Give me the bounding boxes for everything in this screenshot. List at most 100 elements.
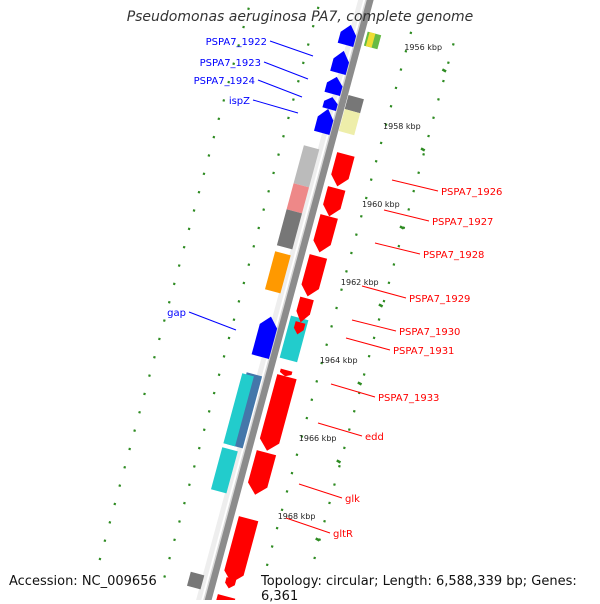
gene-label-glk-leader — [298, 483, 343, 499]
outer-right-guide-track — [113, 502, 117, 506]
gene-label-pspa7_1929[interactable]: PSPA7_1929 — [409, 294, 470, 305]
inner-left-guide-track — [404, 49, 408, 53]
outer-left-guide-track — [333, 483, 336, 486]
outer-left-guide-track — [382, 299, 386, 303]
outer-right-guide-track — [167, 300, 171, 304]
scale-tick — [336, 459, 342, 464]
outer-left-guide-track — [427, 134, 430, 138]
gene-arrow-reverse — [215, 594, 236, 604]
gene-label-pspa7_1924[interactable]: PSPA7_1924 — [194, 76, 255, 87]
outer-right-guide-track — [118, 484, 122, 488]
gene-label-gap[interactable]: gap — [167, 308, 186, 319]
gene-label-pspa7_1933[interactable]: PSPA7_1933 — [378, 393, 439, 404]
inner-right-guide-track — [202, 428, 206, 432]
inner-right-guide-track — [282, 134, 285, 138]
inner-left-guide-track — [409, 31, 413, 35]
inner-right-guide-track — [183, 501, 186, 505]
gene-label-pspa7_1927[interactable]: PSPA7_1927 — [432, 217, 493, 228]
cog-color-block — [276, 209, 302, 250]
gene-label-pspa7_1930-leader — [351, 319, 397, 332]
gene-label-gltr[interactable]: gltR — [333, 529, 353, 540]
inner-right-guide-track — [267, 189, 270, 193]
outer-left-guide-track — [397, 244, 401, 248]
outer-left-guide-track — [352, 409, 356, 413]
inner-left-guide-track — [280, 508, 284, 512]
inner-left-guide-track — [310, 398, 314, 402]
outer-left-guide-track — [343, 446, 346, 450]
outer-right-guide-track — [187, 227, 191, 231]
gene-arrow-forward — [330, 50, 349, 75]
outer-left-guide-track — [451, 43, 455, 46]
scale-label: 1962 kbp — [341, 278, 379, 287]
inner-left-guide-track — [369, 178, 373, 181]
outer-left-guide-track — [367, 354, 371, 358]
gene-label-glk[interactable]: glk — [345, 494, 360, 505]
inner-right-guide-track — [306, 43, 310, 46]
outer-right-guide-track — [143, 392, 146, 396]
inner-left-guide-track — [350, 251, 353, 255]
gene-label-pspa7_1926-leader — [391, 179, 439, 192]
scale-label: 1968 kbp — [278, 512, 316, 521]
scale-label: 1960 kbp — [362, 200, 400, 209]
outer-right-guide-track — [172, 282, 176, 286]
inner-right-guide-track — [242, 281, 246, 285]
gene-arrow-forward — [322, 97, 338, 111]
gene-label-gap-leader — [188, 311, 237, 331]
gene-arrow-reverse — [313, 214, 338, 253]
gene-label-pspa7_1922[interactable]: PSPA7_1922 — [206, 37, 267, 48]
inner-left-guide-track — [290, 471, 294, 475]
gene-arrow-reverse — [301, 254, 328, 297]
inner-left-guide-track — [300, 435, 304, 438]
inner-right-guide-track — [232, 318, 236, 322]
gene-label-pspa7_1923[interactable]: PSPA7_1923 — [200, 58, 261, 69]
inner-left-guide-track — [374, 159, 378, 163]
inner-right-guide-track — [247, 263, 251, 267]
inner-right-guide-track — [163, 575, 166, 578]
gene-label-pspa7_1927-leader — [383, 209, 430, 222]
outer-left-guide-track — [313, 556, 316, 560]
outer-left-guide-track — [447, 61, 450, 65]
gene-label-pspa7_1929-leader — [361, 285, 407, 299]
outer-left-guide-track — [442, 79, 445, 83]
gene-label-pspa7_1931[interactable]: PSPA7_1931 — [393, 346, 454, 357]
inner-left-guide-track — [379, 141, 383, 145]
scale-label: 1956 kbp — [404, 43, 442, 52]
outer-left-guide-track — [347, 428, 351, 431]
outer-right-guide-track — [227, 80, 231, 84]
inner-left-guide-track — [325, 343, 328, 347]
outer-right-guide-track — [153, 355, 156, 359]
cog-color-block — [265, 251, 291, 294]
outer-right-guide-track — [182, 245, 186, 249]
outer-right-guide-track — [98, 557, 102, 561]
gene-label-edd-leader — [317, 422, 363, 437]
gene-label-pspa7_1928[interactable]: PSPA7_1928 — [423, 250, 484, 261]
scale-tick — [357, 381, 363, 386]
accession-label: Accession: NC_009656 — [9, 574, 157, 589]
gene-label-pspa7_1930[interactable]: PSPA7_1930 — [399, 327, 460, 338]
outer-left-guide-track — [417, 171, 420, 175]
scale-tick — [378, 303, 384, 308]
inner-right-guide-track — [178, 520, 181, 523]
gene-label-pspa7_1928-leader — [374, 242, 421, 255]
outer-right-guide-track — [128, 447, 132, 451]
inner-right-guide-track — [301, 61, 305, 65]
gene-arrow-reverse — [224, 516, 259, 583]
scale-tick — [441, 68, 447, 73]
inner-right-guide-track — [311, 24, 315, 28]
scale-tick — [420, 147, 426, 152]
gene-label-pspa7_1926[interactable]: PSPA7_1926 — [441, 187, 502, 198]
inner-right-guide-track — [217, 373, 221, 377]
inner-right-guide-track — [272, 171, 275, 175]
gene-arrow-forward — [251, 316, 278, 359]
inner-right-guide-track — [207, 410, 211, 413]
cog-color-block — [344, 95, 364, 114]
gene-label-ispz[interactable]: ispZ — [229, 96, 250, 107]
cog-color-block — [286, 183, 309, 214]
outer-left-guide-track — [328, 501, 331, 505]
outer-left-guide-track — [362, 373, 366, 376]
inner-left-guide-track — [355, 233, 358, 237]
scale-label: 1966 kbp — [299, 434, 337, 443]
gene-label-edd[interactable]: edd — [365, 432, 384, 443]
